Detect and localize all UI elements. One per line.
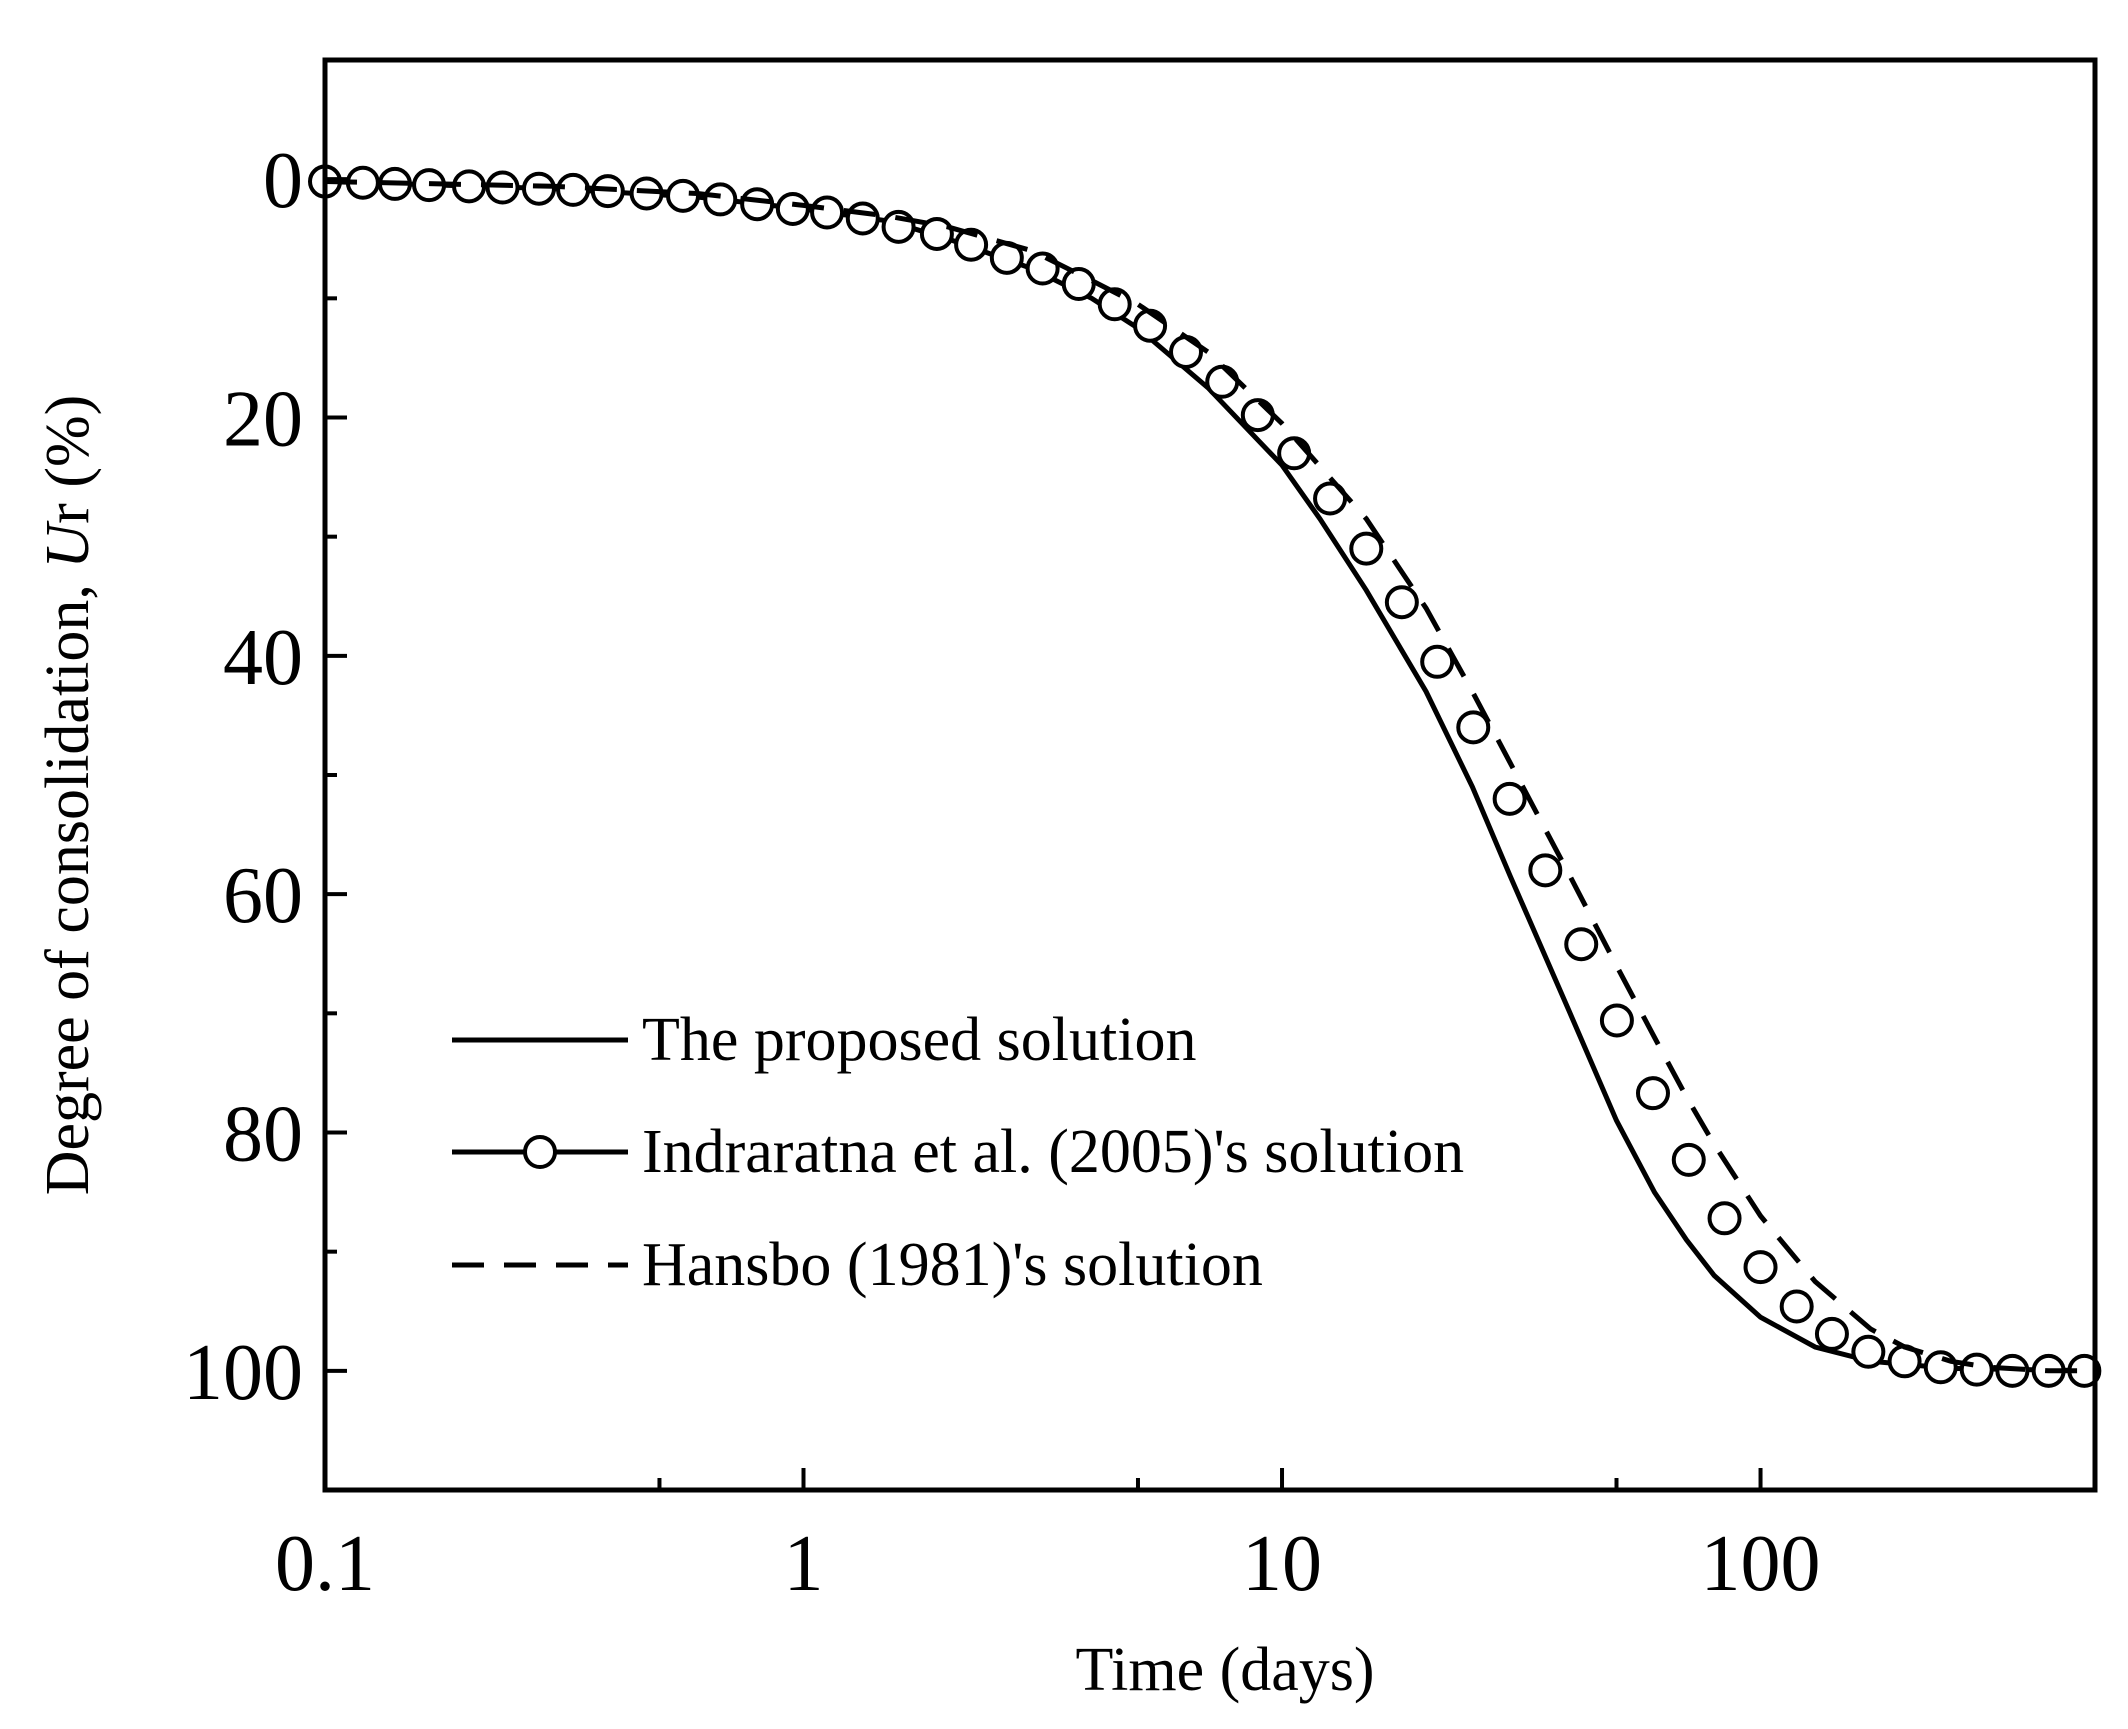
axis-ticks	[323, 177, 1763, 1490]
plot-content	[308, 164, 2102, 1388]
indraratna-point	[703, 182, 738, 217]
y-axis-title-italic: U	[34, 520, 102, 569]
indraratna-point	[775, 191, 810, 226]
x-axis-title: Time (days)	[1075, 1636, 1374, 1704]
legend-label: Indraratna et al. (2005)'s solution	[642, 1118, 1464, 1186]
indraratna-point	[1814, 1316, 1849, 1351]
y-tick-label: 0	[263, 137, 303, 225]
indraratna-point	[954, 227, 989, 262]
x-tick-label: 100	[1701, 1520, 1821, 1608]
indraratna-point	[1420, 644, 1455, 679]
indraratna-point	[740, 187, 775, 222]
indraratna-point	[1349, 531, 1384, 566]
tick-labels: 0.1 1 10 100 0 20 40 60 80 100	[183, 137, 1821, 1608]
indraratna-point	[666, 178, 701, 213]
x-tick-label: 10	[1242, 1520, 1322, 1608]
series-1	[308, 164, 2102, 1388]
indraratna-point	[1599, 1003, 1634, 1038]
indraratna-point	[1061, 267, 1096, 302]
indraratna-point	[1025, 251, 1060, 286]
indraratna-point	[1851, 1334, 1886, 1369]
indraratna-point	[1671, 1142, 1706, 1177]
y-tick-label: 40	[223, 614, 303, 702]
legend: The proposed solution Indraratna et al. (…	[452, 1006, 1464, 1299]
indraratna-point	[1779, 1289, 1814, 1324]
legend-item: Indraratna et al. (2005)'s solution	[452, 1118, 1464, 1186]
y-tick-label: 20	[223, 376, 303, 464]
indraratna-point	[1923, 1350, 1958, 1385]
legend-label: The proposed solution	[642, 1006, 1197, 1074]
indraratna-point	[1743, 1250, 1778, 1285]
y-tick-label: 60	[223, 852, 303, 940]
indraratna-point	[1635, 1076, 1670, 1111]
proposed-line	[324, 179, 2096, 1374]
y-axis-title: Degree of consolidation, Ur (%)	[34, 395, 102, 1196]
series-2	[324, 179, 2095, 1374]
x-tick-label: 0.1	[275, 1520, 375, 1608]
y-tick-label: 100	[183, 1329, 303, 1417]
indraratna-point	[1528, 853, 1563, 888]
indraratna-point	[1240, 398, 1275, 433]
legend-item: The proposed solution	[452, 1006, 1197, 1074]
indraratna-point	[1707, 1201, 1742, 1236]
indraratna-point	[810, 195, 845, 230]
indraratna-point	[845, 201, 880, 236]
indraratna-point	[1097, 287, 1132, 322]
indraratna-point	[1456, 710, 1491, 745]
indraratna-point	[1959, 1352, 1994, 1387]
indraratna-point	[1277, 436, 1312, 471]
y-axis-title-sub: r	[34, 503, 102, 524]
x-tick-label: 1	[784, 1520, 824, 1608]
indraratna-point	[1384, 585, 1419, 620]
y-tick-label: 80	[223, 1091, 303, 1179]
indraratna-point	[556, 172, 591, 207]
y-axis-title-suffix: (%)	[34, 395, 102, 503]
y-axis-title-prefix: Degree of consolidation,	[34, 569, 102, 1196]
series-0	[324, 179, 2096, 1374]
indraratna-point	[919, 216, 954, 251]
indraratna-point	[1492, 781, 1527, 816]
legend-label: Hansbo (1981)'s solution	[642, 1231, 1263, 1299]
legend-item: Hansbo (1981)'s solution	[452, 1231, 1263, 1299]
indraratna-point	[1564, 927, 1599, 962]
indraratna-point	[1205, 364, 1240, 399]
legend-marker	[523, 1135, 557, 1169]
hansbo-line	[324, 179, 2095, 1374]
